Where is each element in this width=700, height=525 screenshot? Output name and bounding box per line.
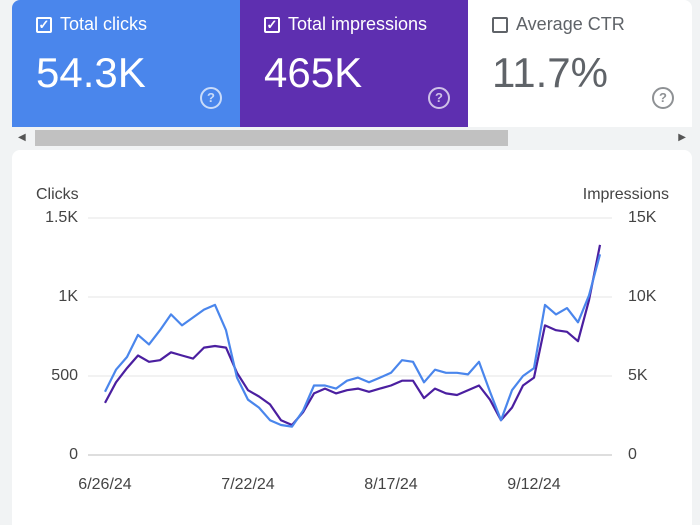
y-tick-label: 0 [69, 446, 78, 463]
checkbox[interactable]: ✓ [264, 16, 280, 33]
data-line [104, 244, 602, 427]
y-tick-label: 500 [51, 367, 78, 384]
metric-card[interactable]: ✓ Total impressions 465K ? [240, 0, 468, 127]
help-icon[interactable]: ? [428, 87, 450, 109]
metric-label: Total impressions [288, 14, 428, 34]
x-tick-label: 8/17/24 [364, 476, 417, 493]
y-tick-label: 1.5K [45, 209, 78, 226]
metric-card[interactable]: Average CTR 11.7% ? [468, 0, 692, 127]
scroll-left[interactable]: ◀ [18, 132, 26, 143]
data-line [104, 254, 602, 428]
y2-axis-title: Impressions [583, 186, 669, 203]
checkbox[interactable] [492, 16, 508, 33]
scroll-right[interactable]: ▶ [678, 132, 686, 143]
checkbox[interactable]: ✓ [36, 16, 52, 33]
metric-value: 11.7% [492, 49, 608, 96]
y2-tick-label: 5K [628, 367, 648, 384]
x-tick-label: 6/26/24 [78, 476, 131, 493]
metric-label: Average CTR [516, 14, 625, 34]
help-icon[interactable]: ? [652, 87, 674, 109]
y2-tick-label: 10K [628, 288, 657, 305]
y-tick-label: 1K [58, 288, 78, 305]
x-tick-label: 9/12/24 [507, 476, 560, 493]
metric-label: Total clicks [60, 14, 148, 34]
help-icon[interactable]: ? [200, 87, 222, 109]
y2-tick-label: 15K [628, 209, 657, 226]
scroll-thumb[interactable] [35, 130, 508, 146]
metric-value: 465K [264, 49, 363, 96]
x-tick-label: 7/22/24 [221, 476, 274, 493]
scrollbar[interactable]: ◀ ▶ [12, 128, 692, 148]
y2-tick-label: 0 [628, 446, 637, 463]
metric-value: 54.3K [36, 49, 146, 96]
y-axis-title: Clicks [36, 186, 79, 203]
metric-card[interactable]: ✓ Total clicks 54.3K ? [12, 0, 240, 127]
